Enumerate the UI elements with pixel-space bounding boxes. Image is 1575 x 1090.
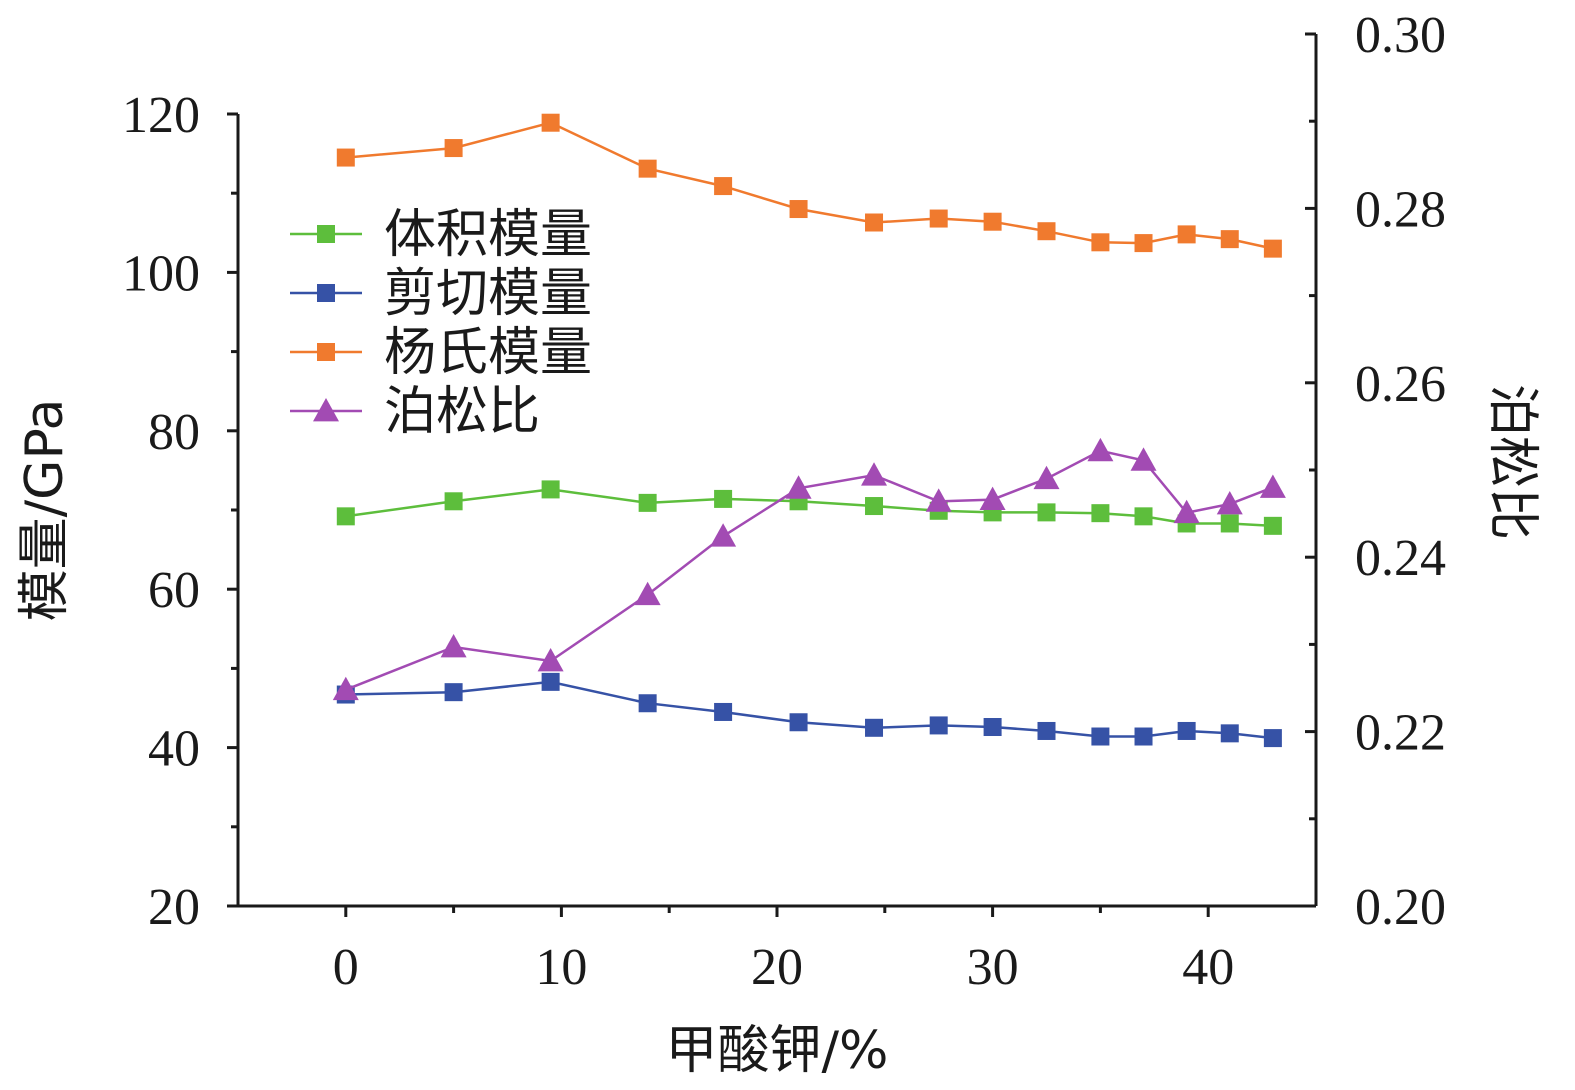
y-right-tick-label: 0.22 bbox=[1355, 705, 1446, 762]
y-right-tick-label: 0.20 bbox=[1355, 879, 1446, 936]
data-point bbox=[785, 475, 812, 499]
data-point bbox=[1263, 516, 1282, 535]
data-point bbox=[638, 159, 657, 178]
data-point bbox=[1091, 727, 1110, 746]
data-point bbox=[336, 148, 355, 167]
data-point bbox=[1091, 504, 1110, 523]
data-point bbox=[1259, 474, 1286, 498]
data-point bbox=[541, 480, 560, 499]
legend-marker bbox=[317, 284, 335, 302]
data-point bbox=[541, 672, 560, 691]
legend-item: 剪切模量 bbox=[290, 264, 592, 324]
data-point bbox=[1173, 499, 1200, 524]
data-point bbox=[714, 702, 733, 721]
series-2 bbox=[336, 113, 1282, 258]
data-point bbox=[861, 462, 888, 486]
y-left-tick-label: 20 bbox=[148, 879, 200, 936]
data-point bbox=[983, 212, 1002, 231]
legend-item: 体积模量 bbox=[290, 205, 592, 265]
data-point bbox=[444, 139, 463, 158]
y-left-tick-label: 80 bbox=[148, 404, 200, 461]
data-point bbox=[789, 200, 808, 219]
data-point bbox=[1087, 437, 1114, 462]
legend-label: 体积模量 bbox=[384, 205, 592, 265]
y-right-tick-label: 0.24 bbox=[1355, 530, 1446, 587]
legend-item: 杨氏模量 bbox=[290, 323, 592, 383]
data-point bbox=[444, 683, 463, 702]
data-point bbox=[1263, 239, 1282, 258]
y-right-tick-label: 0.28 bbox=[1355, 181, 1446, 238]
data-point bbox=[789, 713, 808, 732]
data-point bbox=[710, 523, 737, 547]
y-axis-right-title: 泊松比 bbox=[1482, 384, 1542, 540]
y-right-tick-label: 0.26 bbox=[1355, 356, 1446, 413]
data-point bbox=[1130, 447, 1157, 471]
data-point bbox=[1037, 222, 1056, 241]
legend-marker bbox=[317, 343, 335, 361]
data-point bbox=[638, 694, 657, 713]
y-axis-left-title: 模量/GPa bbox=[15, 399, 75, 622]
data-point bbox=[444, 492, 463, 511]
x-tick-label: 0 bbox=[333, 939, 359, 996]
data-point bbox=[1037, 503, 1056, 522]
x-tick-label: 10 bbox=[535, 939, 587, 996]
data-point bbox=[440, 634, 467, 658]
data-point bbox=[979, 486, 1006, 511]
data-point bbox=[1216, 491, 1243, 515]
data-point bbox=[1177, 225, 1196, 244]
legend-label: 泊松比 bbox=[384, 382, 540, 442]
data-point bbox=[929, 716, 948, 735]
series-line bbox=[345, 680, 1274, 740]
data-point bbox=[638, 493, 657, 512]
series-3 bbox=[332, 437, 1286, 701]
data-point bbox=[634, 581, 661, 606]
series-1 bbox=[336, 672, 1282, 748]
y-left-ticks: 20 40 60 80 100 120 bbox=[122, 87, 238, 936]
data-point bbox=[1220, 514, 1239, 533]
y-right-ticks: 0.20 0.22 0.24 0.26 0.28 0.30 bbox=[1305, 7, 1446, 936]
legend-marker bbox=[317, 225, 335, 243]
legend-label: 杨氏模量 bbox=[384, 323, 592, 383]
data-point bbox=[1037, 721, 1056, 740]
data-point bbox=[1091, 233, 1110, 252]
data-point bbox=[1134, 507, 1153, 526]
data-point bbox=[929, 209, 948, 228]
legend-label: 剪切模量 bbox=[384, 264, 592, 324]
data-point bbox=[1033, 465, 1060, 490]
data-point bbox=[714, 177, 733, 196]
series-line bbox=[345, 449, 1274, 691]
data-point bbox=[1220, 724, 1239, 743]
data-point bbox=[865, 497, 884, 516]
data-point bbox=[336, 507, 355, 526]
x-ticks: 0 10 20 30 40 bbox=[333, 906, 1234, 996]
y-left-tick-label: 40 bbox=[148, 721, 200, 778]
x-axis-title: 甲酸钾/% bbox=[666, 1021, 889, 1081]
legend-marker bbox=[313, 398, 339, 422]
data-point bbox=[865, 718, 884, 737]
y-right-tick-label: 0.30 bbox=[1355, 7, 1446, 64]
y-left-tick-label: 100 bbox=[122, 245, 200, 302]
data-point bbox=[925, 488, 952, 512]
data-point bbox=[1134, 727, 1153, 746]
x-tick-label: 40 bbox=[1182, 939, 1234, 996]
y-left-tick-label: 60 bbox=[148, 562, 200, 619]
data-point bbox=[714, 489, 733, 508]
y-left-tick-label: 120 bbox=[122, 87, 200, 144]
data-point bbox=[332, 676, 359, 701]
data-point bbox=[1220, 230, 1239, 249]
legend-item: 泊松比 bbox=[290, 382, 540, 442]
data-point bbox=[865, 213, 884, 232]
data-point bbox=[541, 113, 560, 132]
data-point bbox=[1263, 729, 1282, 748]
data-point bbox=[537, 647, 564, 672]
data-point bbox=[983, 718, 1002, 737]
data-point bbox=[1134, 234, 1153, 253]
series-0 bbox=[336, 480, 1282, 535]
x-tick-label: 20 bbox=[751, 939, 803, 996]
series-layer bbox=[332, 113, 1286, 748]
x-tick-label: 30 bbox=[967, 939, 1019, 996]
data-point bbox=[1177, 721, 1196, 740]
